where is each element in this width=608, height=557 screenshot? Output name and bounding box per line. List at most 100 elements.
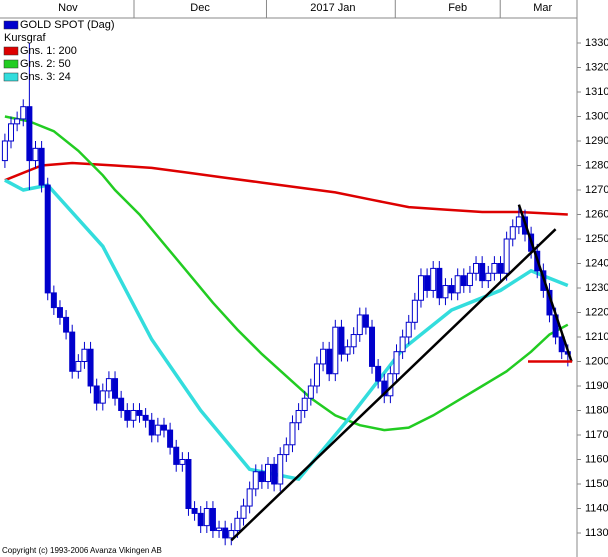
trendline: [230, 228, 557, 542]
y-tick-label: 1310: [585, 86, 608, 98]
candle-body: [344, 346, 351, 355]
y-tick-label: 1140: [585, 502, 608, 514]
candle-body: [50, 292, 57, 309]
candle-body: [558, 336, 565, 353]
candle-body: [56, 307, 63, 318]
candle-body: [32, 147, 39, 162]
candle-body: [191, 507, 198, 514]
candle-body: [320, 348, 327, 365]
candle-body: [399, 336, 406, 353]
candle-body: [295, 409, 302, 424]
candle-body: [154, 424, 161, 436]
candle-body: [8, 123, 15, 142]
y-tick-label: 1210: [585, 331, 608, 343]
candle-body: [417, 275, 424, 301]
candle-body: [246, 488, 253, 507]
candle-body: [136, 409, 143, 416]
x-tick-label: 2017 Jan: [310, 2, 355, 14]
y-tick-label: 1220: [585, 306, 608, 318]
y-tick-label: 1200: [585, 355, 608, 367]
y-tick-label: 1290: [585, 135, 608, 147]
candle-body: [160, 424, 167, 431]
candle-body: [234, 517, 241, 532]
candle-body: [289, 422, 296, 446]
x-tick-label: Nov: [58, 2, 78, 14]
trendline: [517, 204, 573, 362]
moving-average: [4, 161, 568, 216]
moving-average: [4, 178, 569, 482]
y-tick-label: 1280: [585, 159, 608, 171]
moving-average: [4, 115, 569, 432]
candle-body: [105, 378, 112, 392]
candle-body: [503, 238, 510, 274]
candle-body: [436, 267, 443, 299]
candle-body: [38, 147, 45, 186]
y-tick-label: 1320: [585, 61, 608, 73]
legend-swatch: [3, 59, 19, 69]
candle-body: [14, 118, 21, 125]
candle-body: [491, 262, 498, 274]
candle-body: [375, 365, 382, 382]
candle-body: [283, 444, 290, 456]
y-tick-label: 1230: [585, 282, 608, 294]
candle-body: [167, 429, 174, 448]
legend-label: Gns. 1: 200: [20, 45, 77, 57]
candle-body: [197, 512, 204, 527]
y-tick-label: 1130: [585, 527, 608, 539]
candle-body: [26, 106, 33, 162]
candle-body: [405, 321, 412, 338]
candle-body: [203, 507, 210, 527]
footnote: Copyright (c) 1993-2006 Avanza Vikingen …: [2, 546, 162, 555]
candle-body: [240, 505, 247, 519]
candle-body: [350, 334, 357, 348]
candle-body: [216, 527, 223, 532]
candle-body: [69, 331, 76, 372]
y-tick-label: 1270: [585, 184, 608, 196]
legend-swatch: [3, 72, 19, 82]
y-tick-label: 1190: [585, 380, 608, 392]
candle-body: [448, 285, 455, 294]
candle-body: [185, 458, 192, 509]
candle-body: [485, 272, 492, 282]
candle-body: [258, 471, 265, 483]
candle-body: [356, 314, 363, 336]
candle-body: [271, 463, 278, 485]
candle-body: [301, 397, 308, 411]
candle-body: [112, 378, 119, 399]
candle-body: [1, 140, 8, 162]
y-tick-label: 1260: [585, 208, 608, 220]
candle-body: [473, 262, 480, 274]
y-tick-label: 1170: [585, 429, 608, 441]
y-tick-label: 1180: [585, 404, 608, 416]
candle-body: [209, 507, 216, 532]
candle-body: [130, 409, 137, 421]
candle-body: [424, 275, 431, 291]
candle-body: [118, 397, 125, 411]
candle-body: [20, 106, 27, 120]
legend-swatch: [3, 46, 19, 56]
candle-body: [442, 285, 449, 299]
candle-body: [93, 385, 100, 404]
candle-body: [44, 184, 51, 294]
candle-body: [411, 299, 418, 323]
y-tick-label: 1150: [585, 478, 608, 490]
candle-body: [307, 385, 314, 399]
candle-body: [381, 380, 388, 397]
candle-body: [509, 226, 516, 240]
candle-body: [99, 390, 106, 404]
candle-body: [63, 316, 70, 333]
candle-body: [515, 216, 522, 228]
candle-body: [142, 414, 149, 421]
candle-body: [173, 446, 180, 465]
candle-body: [393, 351, 400, 375]
candle-body: [479, 262, 486, 282]
candle-body: [313, 363, 320, 387]
candle-body: [179, 458, 186, 465]
candle-body: [362, 314, 369, 328]
y-tick-label: 1160: [585, 453, 608, 465]
legend-label: GOLD SPOT (Dag): [20, 19, 115, 31]
candle-body: [75, 360, 82, 372]
x-tick-label: Feb: [448, 2, 467, 14]
